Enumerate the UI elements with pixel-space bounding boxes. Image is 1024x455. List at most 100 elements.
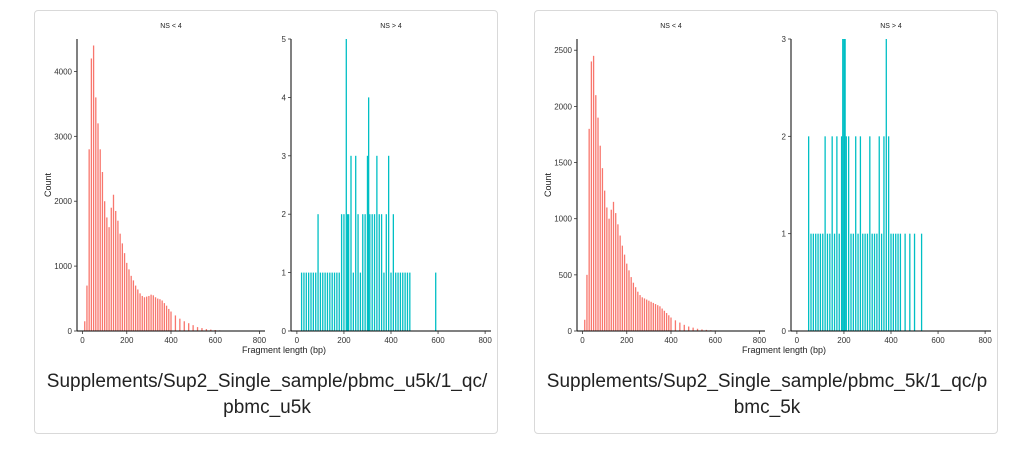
y-tick-label: 3 [782,35,787,44]
histogram-bar [97,123,99,331]
histogram-bar [663,310,666,331]
figure-card-u5k: NS < 4 0 1000 2000 3000 4000 0 200 400 600 800 NS >… [34,10,498,434]
histogram-bar [340,214,343,331]
histogram-bar [348,214,350,331]
histogram-bar [312,272,314,331]
histogram-bar [920,233,923,331]
histogram-bar [621,245,623,331]
histogram-bar [399,272,402,331]
histogram-bar [115,210,117,331]
x-tick-label: 400 [164,336,178,345]
histogram-bar [179,318,181,331]
histogram-bar [134,285,137,331]
histogram-bar [303,272,305,331]
facet-title: NS < 4 [660,23,682,30]
histogram-bar [692,327,694,331]
caption-line-1: Supplements/Sup2_Single_sample/pbmc_u5k/… [46,371,488,392]
histogram-bar [871,233,873,331]
x-tick-label: 400 [884,336,898,345]
histogram-bar [165,305,168,331]
histogram-bar [150,294,152,331]
histogram-bar [300,272,303,331]
histogram-bar [913,233,916,331]
histogram-bar [878,136,880,331]
histogram-bar [310,272,312,331]
histogram-bar [402,272,404,331]
histogram-bar [137,289,139,331]
histogram-bar [404,272,406,331]
histogram-bar [615,213,617,331]
x-tick-label: 0 [295,336,300,345]
facet-panel: NS > 4 0 1 2 3 0 200 400 600 800 [782,23,993,345]
x-tick-label: 0 [580,336,585,345]
histogram-bar [822,233,824,331]
y-tick-label: 5 [282,35,287,44]
y-tick-label: 1000 [54,262,72,271]
histogram-bar [154,297,157,331]
x-tick-label: 200 [837,336,851,345]
histogram-bar [683,324,685,331]
histogram-bar [315,272,317,331]
x-tick-label: 200 [337,336,351,345]
histogram-bar [606,207,608,331]
histogram-bar [610,209,612,331]
histogram-bar [848,136,850,331]
histogram-bar [319,272,322,331]
histogram-bar [584,319,586,331]
histogram-bar [592,55,595,331]
histogram-bar [899,233,902,331]
histogram-bar [126,262,128,331]
facet-title: NS > 4 [380,23,402,30]
histogram-bar [674,320,677,331]
histogram-bar [890,233,892,331]
histogram-bar [108,227,110,331]
histogram-bar [608,218,610,331]
histogram-bar [333,272,336,331]
histogram-bar [838,233,840,331]
histogram-bar [866,233,869,331]
y-tick-label: 2000 [554,102,572,111]
histogram-bar [595,95,597,332]
histogram-bar [84,321,86,331]
y-tick-label: 2500 [554,46,572,55]
histogram-bar [808,136,810,331]
histogram-bar [112,194,115,331]
histogram-bar [817,233,819,331]
histogram-bar [909,233,911,331]
histogram-bar [128,269,130,331]
facet-title: NS < 4 [160,23,182,30]
histogram-bar [170,311,172,331]
histogram-bar [859,136,862,331]
histogram-bar [612,201,615,331]
histogram-bar [146,296,148,331]
histogram-bar [139,293,141,331]
y-tick-label: 1 [782,230,787,239]
histogram-bar [117,220,119,331]
histogram-bar [383,272,385,331]
histogram-bar [130,275,132,331]
x-tick-label: 600 [931,336,945,345]
histogram-bar [159,299,161,331]
histogram-bar [395,272,397,331]
histogram-bar [99,149,101,331]
histogram-bar [157,298,159,331]
histogram-bar [352,272,354,331]
histogram-bar [880,233,883,331]
histogram-bar [626,263,628,331]
histogram-bar [873,233,876,331]
histogram-bar [586,274,588,331]
y-axis-label: Count [543,173,553,198]
histogram-bar [132,280,135,331]
histogram-bar [345,39,347,331]
histogram-bar [852,233,854,331]
histogram-bar [406,272,409,331]
histogram-bar [90,58,93,331]
histogram-bar [343,214,345,331]
histogram-bar [121,243,123,331]
histogram-bar [895,233,897,331]
x-tick-label: 200 [620,336,634,345]
histogram-bar [815,233,817,331]
histogram-bar [188,323,190,331]
histogram-bar [696,328,699,331]
